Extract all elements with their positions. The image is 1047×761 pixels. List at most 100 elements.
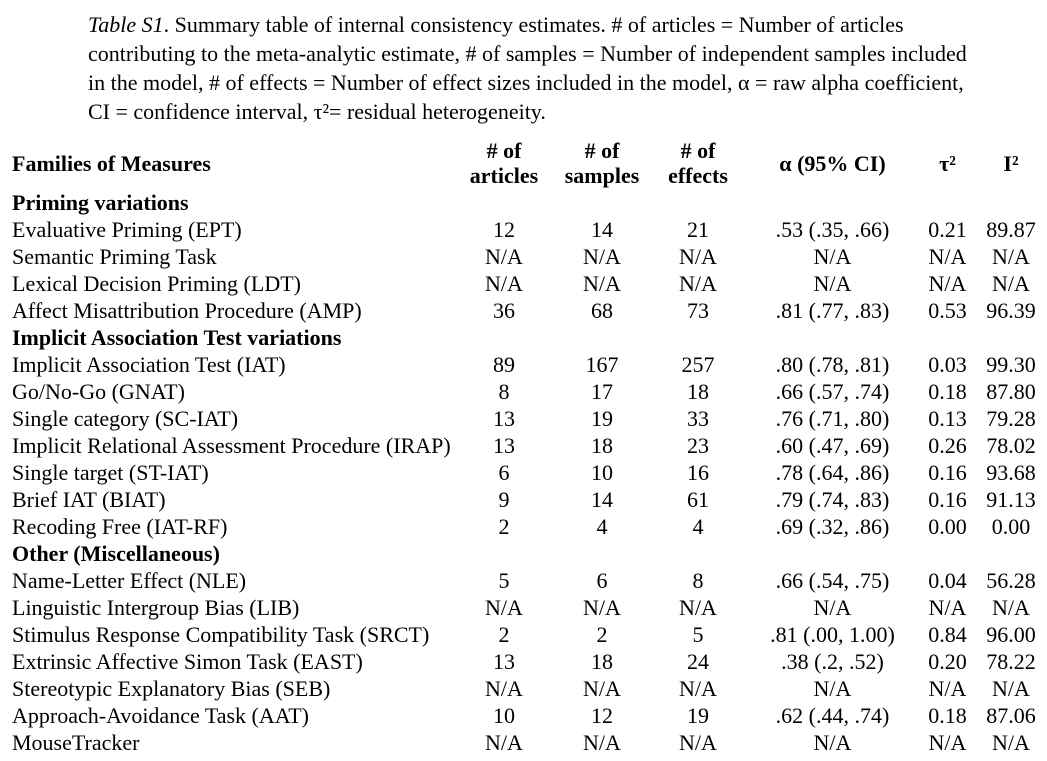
cell-samples: N/A	[583, 730, 621, 755]
table-row: MouseTracker N/A N/A N/A N/A N/A N/A	[0, 729, 1047, 756]
cell-effects: 73	[687, 298, 709, 323]
cell-effects: 8	[692, 568, 704, 593]
cell-samples: 12	[591, 703, 613, 728]
cell-samples: N/A	[583, 595, 621, 620]
column-header-label: # of samples	[564, 138, 640, 188]
cell-effects: 21	[687, 217, 709, 242]
cell-articles: 6	[498, 460, 510, 485]
cell-i2: 89.87	[986, 217, 1036, 242]
cell-tau2: 0.20	[928, 649, 967, 674]
cell-tau2: 0.21	[928, 217, 967, 242]
header-row: Families of Measures # of articles # of sa…	[0, 137, 1047, 189]
section-row: Priming variations	[0, 189, 1047, 216]
cell-tau2: 0.13	[928, 406, 967, 431]
cell-effects: 4	[692, 514, 704, 539]
cell-samples: 10	[591, 460, 613, 485]
cell-alpha: .81 (.77, .83)	[775, 298, 890, 323]
cell-i2: 87.06	[986, 703, 1036, 728]
cell-articles: 2	[498, 622, 510, 647]
cell-label: Name-Letter Effect (NLE)	[12, 568, 247, 593]
cell-samples: N/A	[583, 244, 621, 269]
cell-alpha: .38 (.2, .52)	[781, 649, 884, 674]
cell-samples: 14	[591, 217, 613, 242]
cell-alpha: .79 (.74, .83)	[775, 487, 890, 512]
cell-i2: N/A	[992, 244, 1030, 269]
section-label: Priming variations	[12, 190, 189, 215]
cell-articles: N/A	[485, 676, 523, 701]
column-header-articles: # of articles	[455, 137, 553, 189]
cell-label: MouseTracker	[12, 730, 140, 755]
cell-label: Stimulus Response Compatibility Task (SR…	[12, 622, 430, 647]
cell-articles: 89	[493, 352, 515, 377]
cell-samples: 2	[596, 622, 608, 647]
column-header-label: # of articles	[469, 138, 539, 188]
cell-alpha: N/A	[813, 244, 852, 269]
cell-label: Implicit Relational Assessment Procedure…	[12, 433, 451, 458]
table-row: Name-Letter Effect (NLE) 5 6 8 .66 (.54, .75…	[0, 567, 1047, 594]
cell-samples: 19	[591, 406, 613, 431]
cell-tau2: 0.00	[928, 514, 967, 539]
table-row: Affect Misattribution Procedure (AMP) 36 6…	[0, 297, 1047, 324]
cell-samples: 6	[596, 568, 608, 593]
cell-effects: N/A	[679, 676, 717, 701]
cell-tau2: 0.53	[928, 298, 967, 323]
cell-articles: 12	[493, 217, 515, 242]
cell-alpha: N/A	[813, 676, 852, 701]
cell-effects: 257	[681, 352, 715, 377]
cell-i2: N/A	[992, 676, 1030, 701]
caption-table-number: Table S1	[88, 12, 164, 37]
cell-tau2: N/A	[928, 244, 967, 269]
cell-label: Go/No-Go (GNAT)	[12, 379, 185, 404]
cell-i2: 91.13	[986, 487, 1036, 512]
cell-i2: 78.02	[986, 433, 1036, 458]
cell-alpha: .76 (.71, .80)	[775, 406, 890, 431]
column-header-label: τ²	[939, 150, 956, 176]
cell-i2: N/A	[992, 271, 1030, 296]
caption-text: . Summary table of internal consistency …	[88, 12, 967, 124]
cell-effects: 61	[687, 487, 709, 512]
cell-tau2: N/A	[928, 271, 967, 296]
cell-articles: 8	[498, 379, 510, 404]
table-row: Evaluative Priming (EPT) 12 14 21 .53 (.35, …	[0, 216, 1047, 243]
cell-label: Lexical Decision Priming (LDT)	[12, 271, 301, 296]
cell-label: Extrinsic Affective Simon Task (EAST)	[12, 649, 363, 674]
cell-tau2: N/A	[928, 676, 967, 701]
cell-effects: 5	[692, 622, 704, 647]
cell-alpha: N/A	[813, 595, 852, 620]
cell-label: Semantic Priming Task	[12, 244, 217, 269]
cell-tau2: 0.26	[928, 433, 967, 458]
cell-label: Implicit Association Test (IAT)	[12, 352, 286, 377]
cell-label: Evaluative Priming (EPT)	[12, 217, 242, 242]
cell-samples: 18	[591, 433, 613, 458]
cell-articles: N/A	[485, 271, 523, 296]
cell-articles: 13	[493, 406, 515, 431]
cell-label: Single category (SC-IAT)	[12, 406, 239, 431]
cell-samples: 68	[591, 298, 613, 323]
cell-i2: 79.28	[986, 406, 1036, 431]
cell-samples: 4	[596, 514, 608, 539]
cell-alpha: .66 (.57, .74)	[775, 379, 890, 404]
cell-effects: N/A	[679, 595, 717, 620]
cell-articles: N/A	[485, 244, 523, 269]
table-row: Recoding Free (IAT-RF) 2 4 4 .69 (.32, .86) 0…	[0, 513, 1047, 540]
table-row: Lexical Decision Priming (LDT) N/A N/A N/A N…	[0, 270, 1047, 297]
cell-effects: 24	[687, 649, 709, 674]
cell-label: Linguistic Intergroup Bias (LIB)	[12, 595, 300, 620]
cell-i2: 0.00	[991, 514, 1031, 539]
table-row: Implicit Association Test (IAT) 89 167 257.…	[0, 351, 1047, 378]
table-row: Brief IAT (BIAT) 9 14 61 .79 (.74, .83) 0.16 9…	[0, 486, 1047, 513]
column-header-tau2: τ²	[920, 137, 975, 189]
cell-i2: N/A	[992, 730, 1030, 755]
cell-tau2: 0.84	[928, 622, 967, 647]
table-row: Extrinsic Affective Simon Task (EAST) 13 1…	[0, 648, 1047, 675]
cell-alpha: N/A	[813, 271, 852, 296]
cell-alpha: .53 (.35, .66)	[775, 217, 890, 242]
cell-i2: 87.80	[986, 379, 1036, 404]
cell-effects: N/A	[679, 271, 717, 296]
table-caption: Table S1. Summary table of internal cons…	[0, 0, 968, 126]
cell-alpha: .60 (.47, .69)	[775, 433, 890, 458]
cell-tau2: 0.03	[928, 352, 967, 377]
cell-effects: N/A	[679, 730, 717, 755]
cell-label: Brief IAT (BIAT)	[12, 487, 166, 512]
table-row: Single target (ST-IAT) 6 10 16 .78 (.64, .86…	[0, 459, 1047, 486]
